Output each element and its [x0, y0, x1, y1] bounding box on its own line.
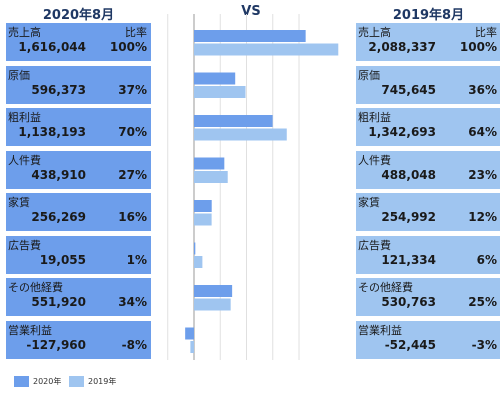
metric-value: 745,645 — [381, 82, 436, 97]
bar-2019 — [194, 213, 212, 226]
metric-name: 売上高 — [358, 26, 391, 39]
metric-card-2019: 広告費 121,334 6% — [356, 235, 500, 274]
header-2019: 2019年8月 — [392, 8, 465, 23]
metric-name: 広告費 — [358, 238, 391, 252]
bar-2020 — [194, 285, 233, 297]
metric-ratio: 16% — [118, 210, 147, 224]
bar-2019 — [194, 128, 287, 141]
metric-name: その他経費 — [358, 281, 413, 294]
ratio-header: 比率 — [125, 26, 147, 39]
metric-ratio: 6% — [476, 252, 497, 267]
legend-label-2019: 2019年 — [88, 377, 117, 386]
metric-card-2019: 営業利益 -52,445 -3% — [356, 320, 500, 359]
bar-2020 — [185, 327, 194, 340]
metric-value: 1,616,044 — [18, 40, 86, 54]
metric-ratio: -8% — [121, 337, 147, 352]
bar-2019 — [194, 256, 203, 268]
metric-card-2019: 売上高 比率 2,088,337 100% — [356, 23, 500, 61]
metric-card-2020: 原価 596,373 37% — [6, 65, 151, 104]
metric-card-2019: 人件費 488,048 23% — [356, 150, 500, 189]
bar-2019 — [190, 341, 194, 353]
metric-name: 粗利益 — [358, 111, 391, 124]
legend-swatch-2019 — [69, 376, 84, 387]
metric-ratio: 70% — [118, 125, 147, 139]
metric-value: 256,269 — [31, 210, 86, 224]
metric-name: 売上高 — [8, 26, 41, 39]
metric-value: 19,055 — [39, 252, 86, 267]
metric-name: その他経費 — [8, 281, 63, 294]
metric-card-2020: 粗利益 1,138,193 70% — [6, 108, 151, 146]
ratio-header: 比率 — [475, 26, 497, 39]
legend-2020: 2020年 — [14, 376, 61, 387]
metric-value: -52,445 — [384, 337, 436, 352]
metric-name: 人件費 — [8, 153, 41, 167]
metric-ratio: 64% — [468, 125, 497, 139]
metric-card-2019: 家賃 254,992 12% — [356, 193, 500, 231]
metric-value: 1,138,193 — [18, 125, 86, 139]
bar-2020 — [194, 72, 236, 85]
metric-card-2019: その他経費 530,763 25% — [356, 278, 500, 316]
metric-value: 530,763 — [381, 295, 436, 309]
bar-2020 — [194, 157, 225, 170]
legend-2019: 2019年 — [69, 376, 116, 387]
bar-2019 — [194, 171, 228, 183]
bar-2020 — [194, 115, 273, 127]
metric-value: 488,048 — [381, 167, 436, 182]
metric-card-2020: 家賃 256,269 16% — [6, 193, 151, 231]
metric-card-2020: 営業利益 -127,960 -8% — [6, 320, 151, 359]
metric-ratio: 12% — [468, 210, 497, 224]
metric-card-2020: その他経費 551,920 34% — [6, 278, 151, 316]
bar-2020 — [194, 30, 306, 42]
metric-name: 原価 — [8, 68, 30, 82]
metric-ratio: 100% — [459, 40, 497, 54]
metric-ratio: 1% — [126, 252, 147, 267]
metric-ratio: 34% — [118, 295, 147, 309]
bar-2020 — [194, 242, 196, 255]
bar-2020 — [194, 200, 212, 212]
metric-name: 人件費 — [358, 153, 391, 167]
metric-card-2019: 原価 745,645 36% — [356, 65, 500, 104]
metric-value: 2,088,337 — [368, 40, 436, 54]
metric-card-2019: 粗利益 1,342,693 64% — [356, 108, 500, 146]
metric-value: 596,373 — [31, 82, 86, 97]
legend-swatch-2020 — [14, 376, 29, 387]
metric-ratio: 23% — [468, 167, 497, 182]
metric-value: 1,342,693 — [368, 125, 436, 139]
metric-ratio: -3% — [471, 337, 497, 352]
metric-value: 254,992 — [381, 210, 436, 224]
metric-value: 121,334 — [381, 252, 436, 267]
metric-name: 営業利益 — [358, 323, 402, 337]
bar-2019 — [194, 298, 231, 311]
metric-ratio: 27% — [118, 167, 147, 182]
metric-card-2020: 売上高 比率 1,616,044 100% — [6, 23, 151, 61]
metric-ratio: 25% — [468, 295, 497, 309]
metric-name: 広告費 — [8, 238, 41, 252]
metric-name: 粗利益 — [8, 111, 41, 124]
metric-ratio: 37% — [118, 82, 147, 97]
bar-2019 — [194, 86, 246, 98]
bar-2019 — [194, 43, 339, 56]
header-2020: 2020年8月 — [42, 8, 115, 23]
metric-card-2020: 人件費 438,910 27% — [6, 150, 151, 189]
metric-ratio: 36% — [468, 82, 497, 97]
metric-name: 原価 — [358, 68, 380, 82]
metric-name: 営業利益 — [8, 323, 52, 337]
metric-value: 551,920 — [31, 295, 86, 309]
metric-name: 家賃 — [8, 196, 30, 209]
metric-name: 家賃 — [358, 196, 380, 209]
metric-ratio: 100% — [109, 40, 147, 54]
metric-value: -127,960 — [26, 337, 86, 352]
metric-value: 438,910 — [31, 167, 86, 182]
metric-card-2020: 広告費 19,055 1% — [6, 235, 151, 274]
legend-label-2020: 2020年 — [33, 377, 62, 386]
